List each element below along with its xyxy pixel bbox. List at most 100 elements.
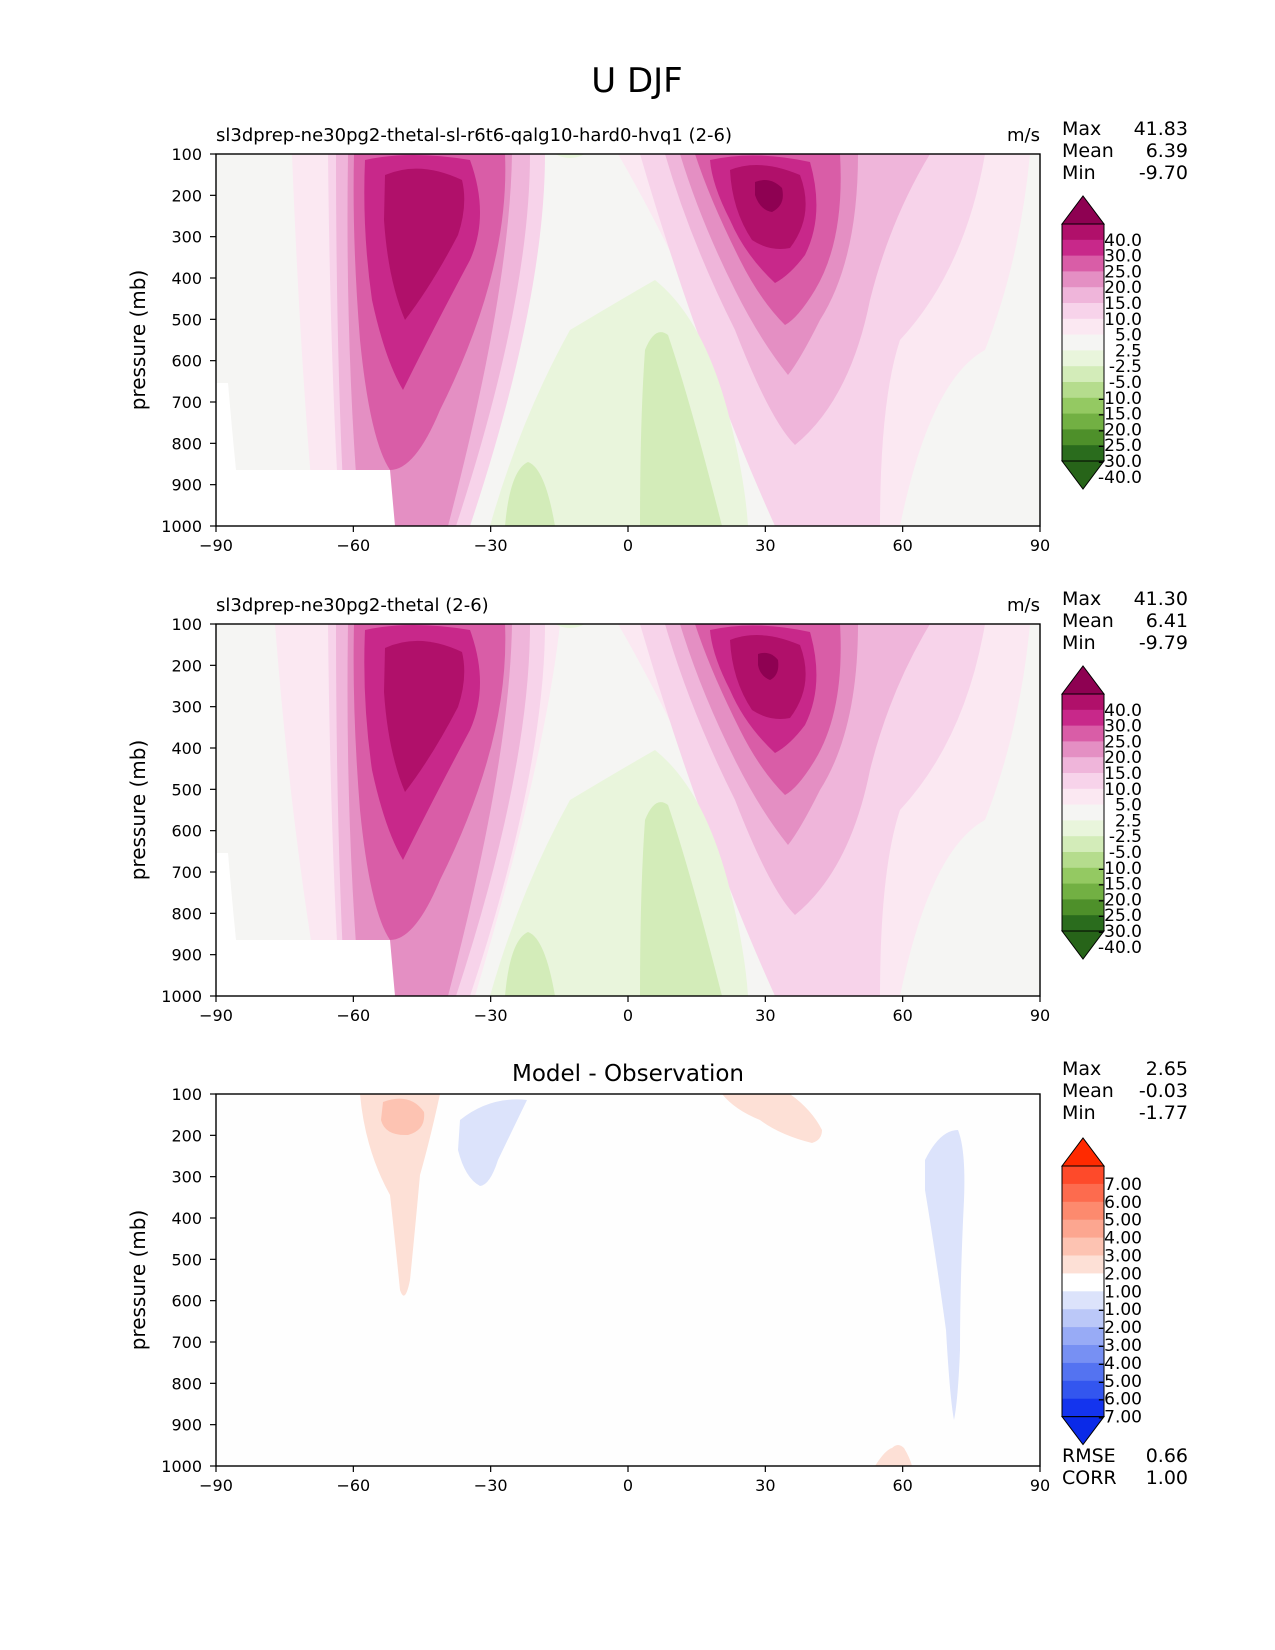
y-tick-label: 800 bbox=[171, 1374, 202, 1393]
colorbar-tick-label: -10.0 bbox=[1098, 859, 1142, 879]
y-tick-label: 400 bbox=[171, 739, 202, 758]
colorbar-swatch bbox=[1062, 1273, 1104, 1292]
colorbar-tick-label: -15.0 bbox=[1098, 875, 1142, 895]
colorbar-frame bbox=[1061, 1165, 1105, 1418]
stat-corr-value: 1.00 bbox=[1146, 1467, 1188, 1489]
y-tick-label: 200 bbox=[171, 186, 202, 205]
y-tick-label: 100 bbox=[171, 1085, 202, 1104]
colorbar-swatch bbox=[1062, 255, 1104, 272]
colorbar-swatch bbox=[1062, 1255, 1104, 1274]
contour-easterly-top bbox=[555, 154, 585, 158]
colorbar-swatch bbox=[1062, 852, 1104, 869]
colorbar-swatch bbox=[1062, 1237, 1104, 1256]
colorbar-tick-label: -25.0 bbox=[1098, 906, 1142, 926]
panel-3-ylabel: pressure (mb) bbox=[126, 1210, 150, 1351]
x-tick-label: −30 bbox=[474, 1006, 508, 1025]
colorbar-swatch bbox=[1062, 804, 1104, 821]
panel-1-units: m/s bbox=[1007, 125, 1040, 146]
colorbar-swatch bbox=[1062, 397, 1104, 415]
colorbar-tick-label: -20.0 bbox=[1098, 890, 1142, 910]
colorbar-tick-label: -5.0 bbox=[1109, 843, 1142, 863]
panel-3-stats: Max 2.65 Mean -0.03 Min -1.77 RMSE 0.66 … bbox=[1062, 1058, 1188, 1489]
colorbar-tick-label: -20.0 bbox=[1098, 420, 1142, 440]
x-tick-label: 30 bbox=[755, 1476, 775, 1495]
y-tick-label: 200 bbox=[171, 656, 202, 675]
colorbar-frame bbox=[1061, 223, 1105, 462]
stat-mean-value: 6.39 bbox=[1146, 140, 1188, 162]
masked-region bbox=[216, 853, 395, 996]
colorbar-tick-label: 5.0 bbox=[1115, 326, 1142, 346]
colorbar-tick-label: 15.0 bbox=[1104, 294, 1142, 314]
colorbar-swatch bbox=[1062, 1291, 1104, 1310]
anomaly-neg-nh bbox=[925, 1130, 965, 1420]
y-tick-label: 400 bbox=[171, 269, 202, 288]
y-tick-label: 1000 bbox=[161, 1457, 202, 1476]
x-tick-label: 0 bbox=[623, 536, 633, 555]
y-tick-label: 300 bbox=[171, 1168, 202, 1187]
y-tick-label: 700 bbox=[171, 1333, 202, 1352]
y-tick-label: 500 bbox=[171, 780, 202, 799]
y-tick-label: 500 bbox=[171, 310, 202, 329]
x-tick-label: −90 bbox=[199, 1006, 233, 1025]
panel-2-ylabel: pressure (mb) bbox=[126, 740, 150, 881]
y-tick-label: 900 bbox=[171, 1416, 202, 1435]
x-tick-label: 60 bbox=[892, 1006, 912, 1025]
colorbar-swatch bbox=[1062, 239, 1104, 257]
colorbar-tick-label: -30.0 bbox=[1098, 922, 1142, 942]
contour-nh-jet-40 bbox=[758, 652, 779, 680]
y-tick-label: 800 bbox=[171, 434, 202, 453]
colorbar-swatch bbox=[1062, 820, 1104, 837]
colorbar-tick-label: 40.0 bbox=[1104, 701, 1142, 721]
colorbar-tick-label: -5.00 bbox=[1098, 1372, 1142, 1392]
colorbar-tick-label: -3.00 bbox=[1098, 1336, 1142, 1356]
colorbar-frame bbox=[1061, 693, 1105, 932]
colorbar-swatch bbox=[1062, 382, 1104, 399]
colorbar-swatch bbox=[1062, 429, 1104, 446]
panel-3-title: Model - Observation bbox=[512, 1061, 744, 1087]
colorbar-swatch bbox=[1062, 694, 1104, 711]
y-tick-label: 100 bbox=[171, 145, 202, 164]
y-tick-label: 600 bbox=[171, 352, 202, 371]
y-tick-label: 700 bbox=[171, 393, 202, 412]
y-tick-label: 600 bbox=[171, 822, 202, 841]
colorbar-tick-label: 2.00 bbox=[1104, 1264, 1142, 1284]
y-tick-label: 100 bbox=[171, 615, 202, 634]
stat-min-value: -9.70 bbox=[1139, 162, 1188, 184]
stat-mean-label: Mean bbox=[1062, 1080, 1114, 1102]
colorbar-swatch bbox=[1062, 224, 1104, 241]
y-tick-label: 800 bbox=[171, 904, 202, 923]
colorbar-tick-label: -7.00 bbox=[1098, 1408, 1142, 1428]
contour-easterly-5a bbox=[640, 332, 722, 526]
colorbar-tick-label: 2.5 bbox=[1115, 811, 1142, 831]
colorbar-swatch bbox=[1062, 1362, 1104, 1382]
colorbar-swatch bbox=[1062, 1380, 1104, 1400]
colorbar-tick-label: 6.00 bbox=[1104, 1193, 1142, 1213]
colorbar-tick-label: 2.5 bbox=[1115, 341, 1142, 361]
colorbar-swatch bbox=[1062, 287, 1104, 304]
panel-1-contours bbox=[216, 154, 1040, 526]
contour-nh-jet-40 bbox=[755, 180, 783, 212]
colorbar-tick-label: 3.00 bbox=[1104, 1247, 1142, 1267]
panel-difference: Model - Observation −90 −60 −30 0 30 60 90 100 2… bbox=[126, 1058, 1188, 1495]
colorbar-swatch bbox=[1062, 1327, 1104, 1346]
stat-rmse-label: RMSE bbox=[1062, 1445, 1116, 1467]
x-tick-label: 0 bbox=[623, 1006, 633, 1025]
contour-sh-jet-30 bbox=[384, 168, 465, 320]
colorbar-swatch bbox=[1062, 445, 1104, 462]
colorbar-tick-label: -2.00 bbox=[1098, 1318, 1142, 1338]
colorbar-swatch bbox=[1062, 788, 1104, 806]
colorbar-swatch bbox=[1062, 1201, 1104, 1221]
colorbar-tick-label: -25.0 bbox=[1098, 436, 1142, 456]
contour-easterly-5a bbox=[640, 802, 722, 996]
panel-reference: sl3dprep-ne30pg2-thetal (2-6) m/s bbox=[126, 588, 1188, 1025]
y-tick-label: 300 bbox=[171, 228, 202, 247]
stat-min-label: Min bbox=[1062, 1102, 1096, 1124]
anomaly-pos-surface bbox=[875, 1445, 912, 1466]
stat-max-label: Max bbox=[1062, 588, 1101, 610]
colorbar-swatch bbox=[1062, 1183, 1104, 1203]
panel-1-title-left: sl3dprep-ne30pg2-thetal-sl-r6t6-qalg10-h… bbox=[216, 125, 732, 146]
colorbar-swatch bbox=[1062, 303, 1104, 320]
stat-min-label: Min bbox=[1062, 632, 1096, 654]
panel-3-contours bbox=[216, 1094, 1040, 1466]
y-tick-label: 400 bbox=[171, 1209, 202, 1228]
